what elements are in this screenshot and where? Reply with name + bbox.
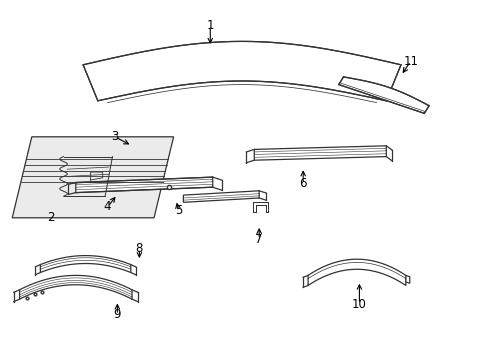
Polygon shape xyxy=(405,275,409,283)
Text: 5: 5 xyxy=(174,204,182,217)
Text: 7: 7 xyxy=(255,233,263,246)
Polygon shape xyxy=(40,256,130,273)
Polygon shape xyxy=(254,146,386,160)
Text: 6: 6 xyxy=(299,177,306,190)
Polygon shape xyxy=(253,202,267,212)
Text: 1: 1 xyxy=(206,19,214,32)
Text: 2: 2 xyxy=(47,211,55,224)
Polygon shape xyxy=(20,275,132,299)
Text: 10: 10 xyxy=(351,298,366,311)
Polygon shape xyxy=(338,77,428,113)
Polygon shape xyxy=(76,177,212,193)
Polygon shape xyxy=(83,41,400,101)
Text: 4: 4 xyxy=(103,201,111,213)
Polygon shape xyxy=(12,137,173,218)
Text: 3: 3 xyxy=(111,130,119,143)
Text: 9: 9 xyxy=(113,309,121,321)
Text: 8: 8 xyxy=(135,242,143,255)
Text: 11: 11 xyxy=(403,55,417,68)
Polygon shape xyxy=(183,191,259,202)
Polygon shape xyxy=(307,259,405,285)
